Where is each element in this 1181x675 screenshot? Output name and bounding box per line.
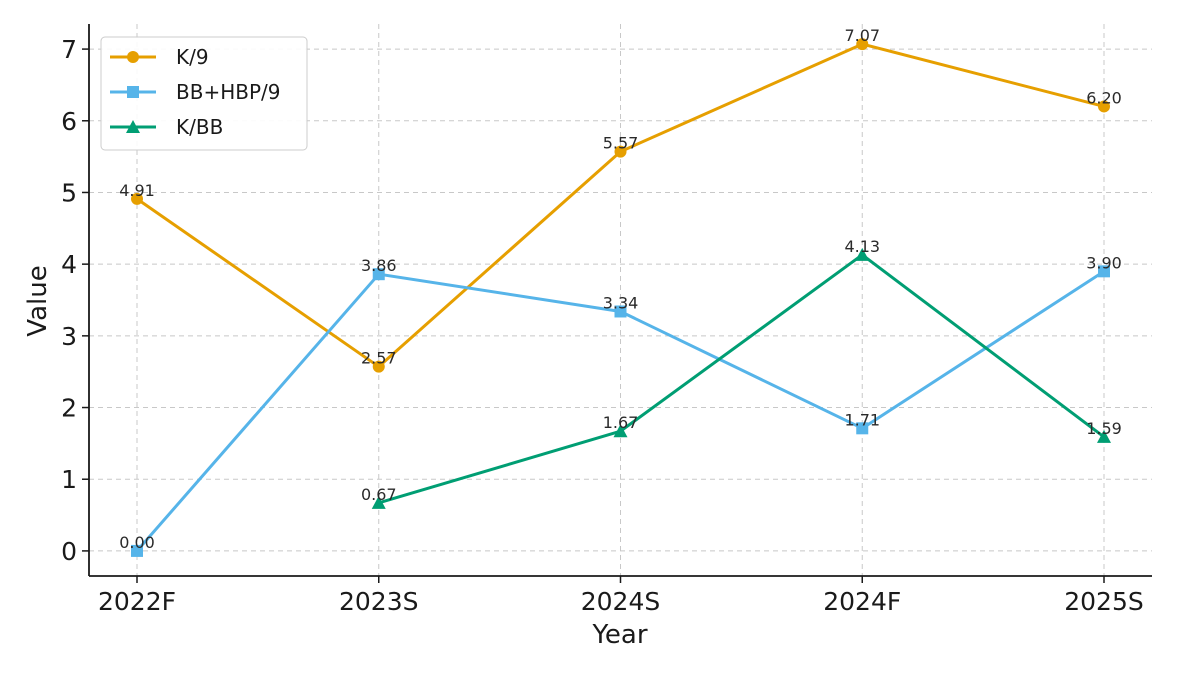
data-point-k-9 [856,38,869,51]
data-label-bb-hbp-9: 3.90 [1086,253,1122,272]
data-label-bb-hbp-9: 3.34 [603,293,639,312]
x-tick-label: 2023S [339,587,419,616]
data-label-k-9: 5.57 [603,134,639,153]
x-axis-label: Year [591,620,647,650]
x-tick-label: 2025S [1064,587,1144,616]
y-tick-label: 2 [61,394,77,423]
y-tick-label: 1 [61,465,77,494]
data-point-k-bb [613,424,628,438]
data-label-k-9: 2.57 [361,349,397,368]
data-point-bb-hbp-9 [1098,265,1110,278]
x-tick-label: 2022F [98,587,176,616]
legend-label-k-bb: K/BB [176,115,223,139]
data-point-bb-hbp-9 [856,422,869,435]
y-tick-label: 0 [61,537,77,566]
data-label-k-bb: 1.67 [603,413,639,432]
data-label-k-bb: 1.59 [1086,419,1122,438]
data-point-k-bb [1097,429,1111,443]
data-point-k-bb [855,247,870,261]
x-tick-label: 2024F [823,587,901,616]
legend-box [100,36,308,151]
data-point-k-9 [614,145,627,158]
data-point-k-9 [1098,100,1110,113]
data-point-bb-hbp-9 [131,544,143,557]
series-line-k-bb [378,253,1105,505]
data-point-k-9 [131,192,143,205]
data-point-bb-hbp-9 [372,268,385,281]
legend: K/9 BB+HBP/9 K/BB [100,36,308,151]
y-tick-label: 5 [61,178,77,207]
data-label-bb-hbp-9: 1.71 [844,410,880,429]
data-point-k-bb [371,495,386,509]
legend-marker-k-bb [126,120,140,133]
data-label-k-bb: 0.67 [361,485,397,504]
data-label-k-9: 6.20 [1086,88,1122,107]
legend-label-bb-hbp-9: BB+HBP/9 [176,80,280,104]
series-markers [131,38,1111,557]
data-point-bb-hbp-9 [614,305,627,318]
x-tick-label: 2024S [581,587,661,616]
x-ticks: 2022F 2023S 2024S 2024F 2025S [98,576,1144,616]
y-tick-label: 6 [61,107,77,136]
data-label-k-9: 7.07 [844,26,880,45]
data-labels: 4.91 2.57 5.57 7.07 6.20 0.00 3.86 3.34 1.71 3.90… [119,26,1122,552]
data-label-k-bb: 4.13 [844,237,880,256]
data-point-k-9 [372,360,385,373]
y-ticks: 0 1 2 3 4 5 6 7 [61,35,89,566]
y-tick-label: 4 [61,250,77,279]
data-label-bb-hbp-9: 0.00 [119,533,155,552]
data-label-bb-hbp-9: 3.86 [361,256,397,275]
data-label-k-9: 4.91 [119,181,155,200]
legend-marker-k-9 [127,51,139,63]
y-tick-label: 3 [61,322,77,351]
y-tick-label: 7 [61,35,77,64]
legend-label-k-9: K/9 [176,45,209,69]
legend-marker-bb-hbp-9 [127,86,139,98]
y-axis-label: Value [23,265,53,336]
